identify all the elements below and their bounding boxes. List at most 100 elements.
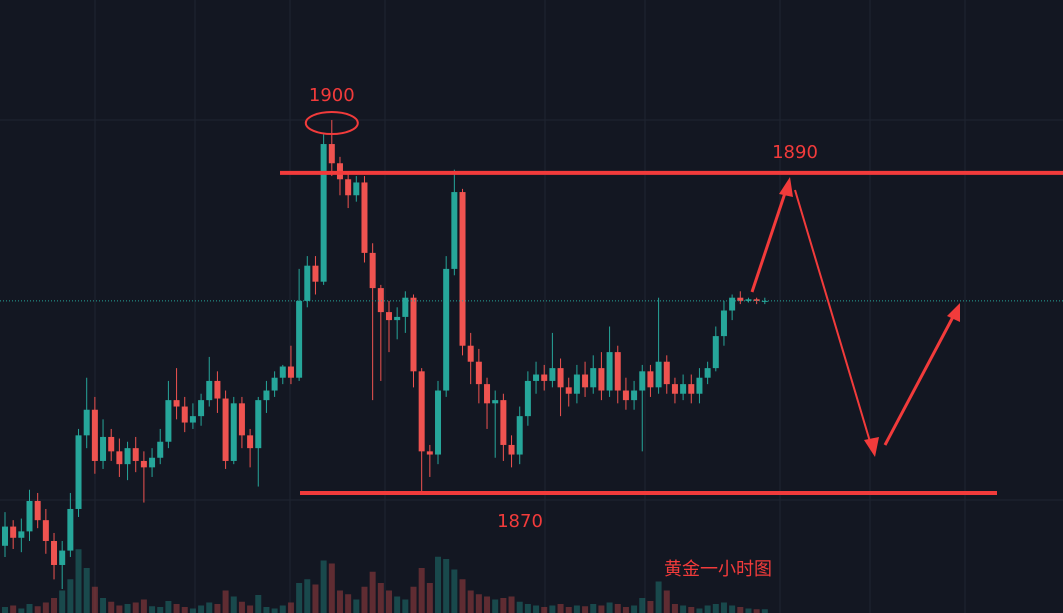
volume-bar (533, 605, 540, 613)
level-label: 1870 (497, 511, 543, 532)
volume-bar (369, 571, 376, 613)
chart-title: 黄金一小时图 (664, 559, 772, 580)
volume-bar (271, 608, 278, 613)
candle-body (418, 371, 425, 452)
volume-bar (614, 604, 621, 613)
volume-bar (263, 607, 270, 613)
volume-bar (467, 590, 474, 613)
candle-body (753, 299, 760, 301)
volume-bar (761, 609, 768, 613)
candle-body (279, 366, 286, 378)
candle-body (704, 368, 711, 378)
volume-bar (247, 605, 254, 613)
volume-bar (557, 604, 564, 613)
projection-arrows (750, 177, 960, 457)
candle-body (606, 352, 613, 391)
candle-body (688, 384, 695, 394)
candle-body (647, 371, 654, 388)
volume-bar (712, 604, 719, 613)
volume-bar (2, 607, 8, 613)
candle-body (271, 377, 278, 391)
candle-body (435, 390, 442, 455)
volume-bar (492, 599, 499, 613)
candle-body (230, 403, 237, 461)
candle-body (181, 406, 188, 423)
candle-body (680, 384, 687, 394)
volume-bar (42, 602, 49, 613)
candle-body (140, 460, 147, 468)
candle-body (2, 526, 8, 546)
volume-bar (51, 598, 58, 613)
candle-body (663, 361, 670, 385)
volume-bar (18, 608, 25, 613)
candle-body (385, 312, 392, 321)
volume-bar (484, 596, 491, 613)
volume-bar (279, 605, 286, 613)
candle-body (149, 457, 156, 468)
volume-bar (549, 605, 556, 613)
volume-bar (140, 599, 147, 613)
volume-bar (83, 568, 90, 613)
candle-body (320, 144, 327, 282)
volume-bar (165, 601, 172, 613)
candle-body (132, 448, 139, 461)
volume-bar (639, 598, 646, 613)
volume-bar (688, 607, 695, 613)
candle-body (206, 380, 213, 401)
volume-bar (214, 604, 221, 613)
volume-bar (565, 607, 572, 613)
volume-bar (59, 590, 66, 613)
candle-body (475, 361, 482, 385)
candle-body (296, 300, 303, 378)
candle-body (26, 500, 33, 532)
volume-bar (132, 602, 139, 613)
volume-bar (222, 590, 229, 613)
candle-body (516, 416, 523, 455)
candle-body (573, 374, 580, 394)
volume-bar (296, 583, 303, 613)
volume-bar (34, 606, 41, 613)
volume-bar (336, 590, 343, 613)
candle-body (189, 416, 196, 423)
volume-bar (524, 604, 531, 613)
volume-bar (377, 583, 384, 613)
volume-bar (573, 605, 580, 613)
volume-bar (598, 605, 605, 613)
candle-body (729, 297, 736, 311)
volume-bar (149, 606, 156, 613)
candle-body (671, 384, 678, 394)
candle-body (116, 451, 123, 465)
candle-body (745, 299, 752, 301)
volume-bar (435, 556, 442, 613)
candle-body (247, 435, 254, 449)
volume-bar (622, 607, 629, 613)
volume-bar (67, 579, 74, 613)
candle-body (157, 441, 164, 458)
candle-body (451, 192, 458, 269)
candle-body (214, 380, 221, 399)
candle-body (361, 182, 368, 253)
candles (2, 120, 768, 589)
volume-bar (704, 605, 711, 613)
volume-bar (157, 607, 164, 613)
volume-bar (26, 604, 33, 613)
candle-body (402, 297, 409, 317)
candle-body (124, 448, 131, 465)
volume-bar (655, 581, 662, 613)
volume-bar (720, 602, 727, 613)
candle-body (541, 374, 548, 381)
peak-marker (304, 111, 359, 136)
volume-bar (631, 605, 638, 613)
candle-body (165, 400, 172, 442)
candle-body (557, 368, 564, 388)
volume-bar (394, 596, 401, 613)
candle-body (565, 387, 572, 394)
candle-body (655, 361, 662, 388)
volume-bar (402, 599, 409, 613)
volume-bar (75, 549, 82, 613)
peak-label: 1900 (309, 85, 355, 106)
volume-bar (753, 609, 760, 613)
volume-bar (353, 599, 360, 613)
volume-bar (173, 604, 180, 613)
